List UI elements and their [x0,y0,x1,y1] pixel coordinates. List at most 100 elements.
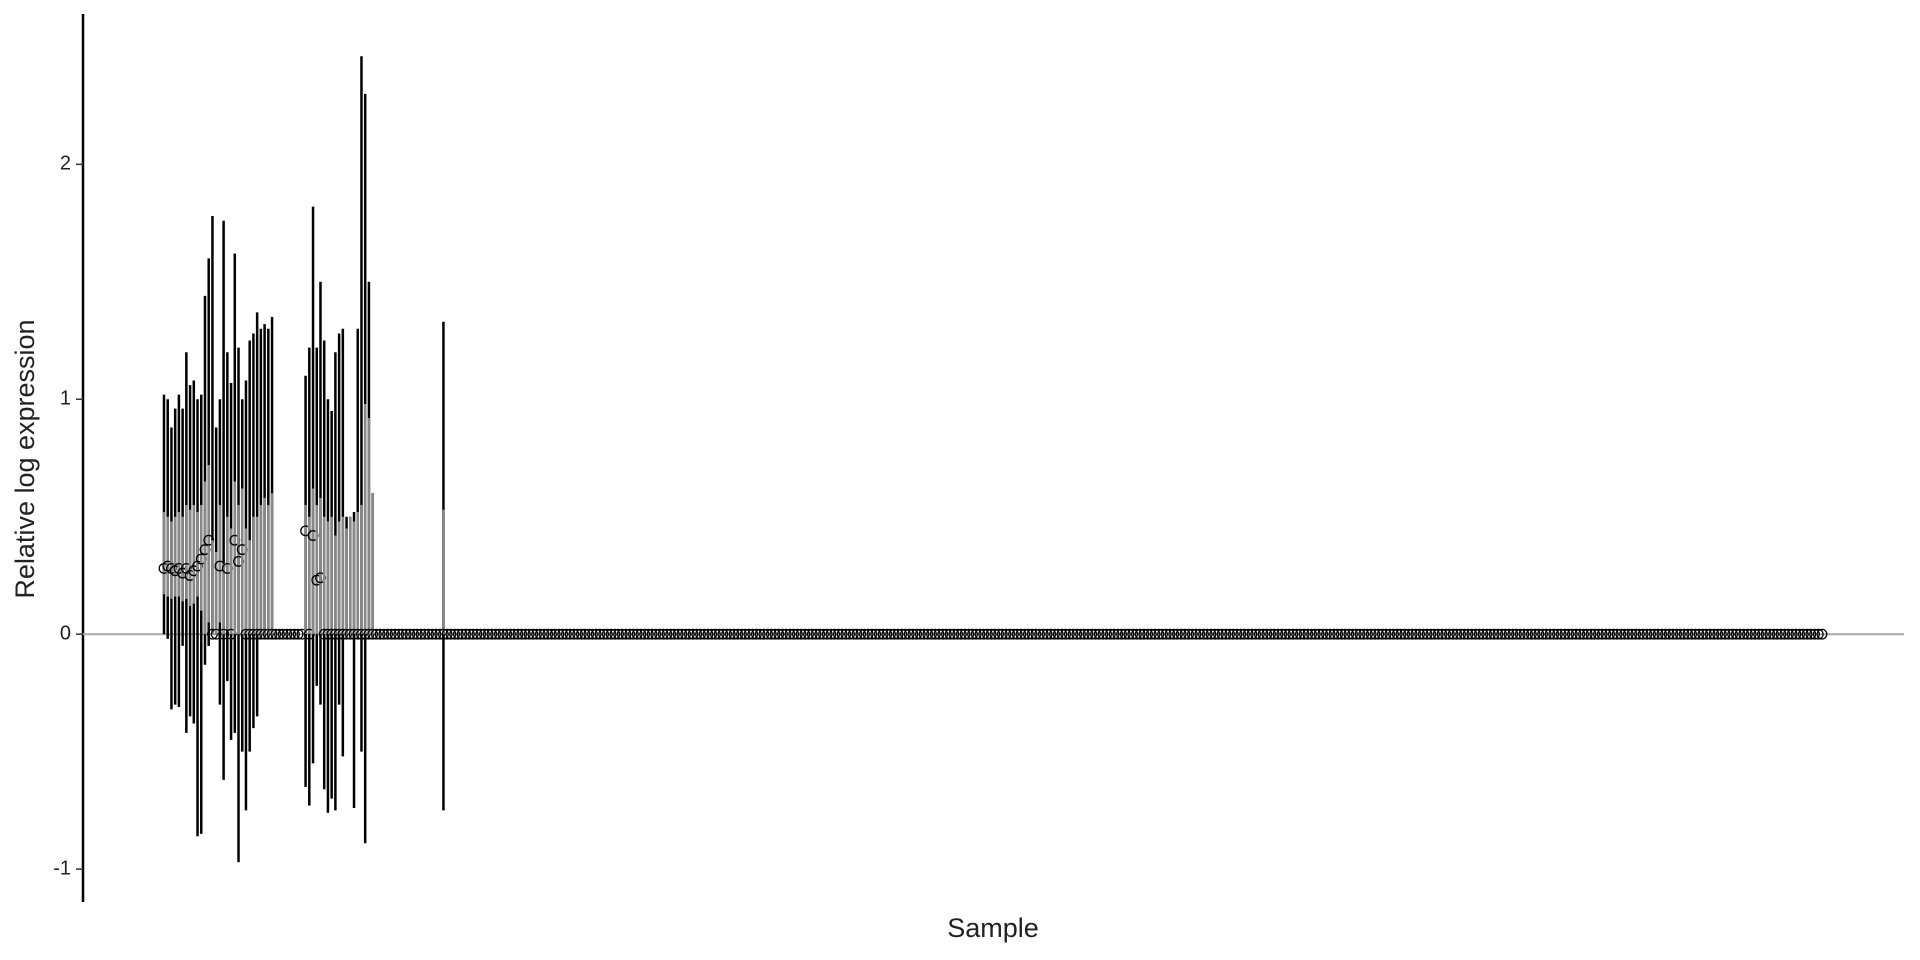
median-point [758,628,770,640]
median-point [885,628,896,640]
median-point [799,628,811,640]
box [263,497,266,635]
median-point [937,628,949,640]
median-point [1399,628,1411,640]
box [218,504,222,623]
median-point [963,628,975,640]
median-point [1432,628,1444,640]
box [367,418,371,635]
median-point [1738,628,1750,640]
median-point [575,628,587,640]
box [304,504,307,635]
median-point [717,628,729,640]
median-point [482,628,494,640]
median-point [859,628,870,640]
median-point [527,628,539,640]
median-point [1645,628,1657,640]
median-point [1537,628,1549,640]
median-point [1253,628,1265,640]
median-point [285,628,297,640]
median-point [1809,628,1820,640]
median-point [1179,628,1191,640]
box [170,521,173,599]
median-point [1417,628,1429,640]
median-point [1682,628,1694,640]
median-point [1164,628,1176,640]
median-point [788,628,800,640]
median-point [1332,628,1344,640]
median-point [1041,628,1053,640]
median-point [1056,628,1068,640]
median-point [1756,628,1768,640]
median-point [1198,628,1209,640]
median-point [1622,628,1634,640]
median-point [1090,628,1101,640]
median-point [516,628,528,640]
median-point [736,628,747,640]
box [259,504,263,635]
median-point [1529,628,1541,640]
median-point [818,628,829,640]
median-point [404,628,416,640]
box [196,512,199,597]
median-point [1443,628,1455,640]
box [162,512,166,595]
median-point [665,628,677,640]
median-point [1674,628,1686,640]
median-point [475,628,487,640]
median-point [1145,628,1157,640]
median-point [1712,628,1724,640]
median-point [534,628,546,640]
median-point [948,628,960,640]
median-point [739,628,751,640]
median-point [1350,628,1362,640]
box [334,535,337,635]
box [255,516,259,635]
box [371,493,374,635]
median-point [1369,628,1381,640]
median-point [1060,628,1072,640]
median-point [989,628,1001,640]
median-point [587,628,598,640]
median-point [1395,628,1407,640]
median-point [467,628,479,640]
median-point [624,628,636,640]
median-point [1768,628,1780,640]
median-point [1142,628,1154,640]
median-point [1566,628,1578,640]
median-point [512,628,524,640]
median-point [1604,628,1616,640]
median-point [423,628,434,640]
median-point [1421,628,1433,640]
median-point [866,628,878,640]
median-point [1436,628,1448,640]
median-point [1309,628,1321,640]
median-point [769,628,781,640]
median-point [1470,628,1481,640]
median-point [1414,628,1426,640]
y-tick-label: -1 [53,857,71,879]
median-point [698,628,710,640]
box [319,497,322,635]
median-point [721,628,733,640]
median-point [855,628,867,640]
median-point [393,628,405,640]
median-point [1511,628,1522,640]
median-point [1276,628,1288,640]
median-point [1272,628,1284,640]
median-point [918,628,930,640]
median-point [1328,628,1340,640]
box [244,528,248,635]
median-point [415,628,427,640]
median-point [1406,628,1418,640]
median-point [605,628,617,640]
median-point [1410,628,1422,640]
median-point [1384,628,1396,640]
median-point [1619,628,1630,640]
median-point [780,628,792,640]
median-point [1801,628,1813,640]
median-point [1775,628,1787,640]
median-point [750,628,762,640]
median-point [1723,628,1735,640]
median-point [1067,628,1079,640]
